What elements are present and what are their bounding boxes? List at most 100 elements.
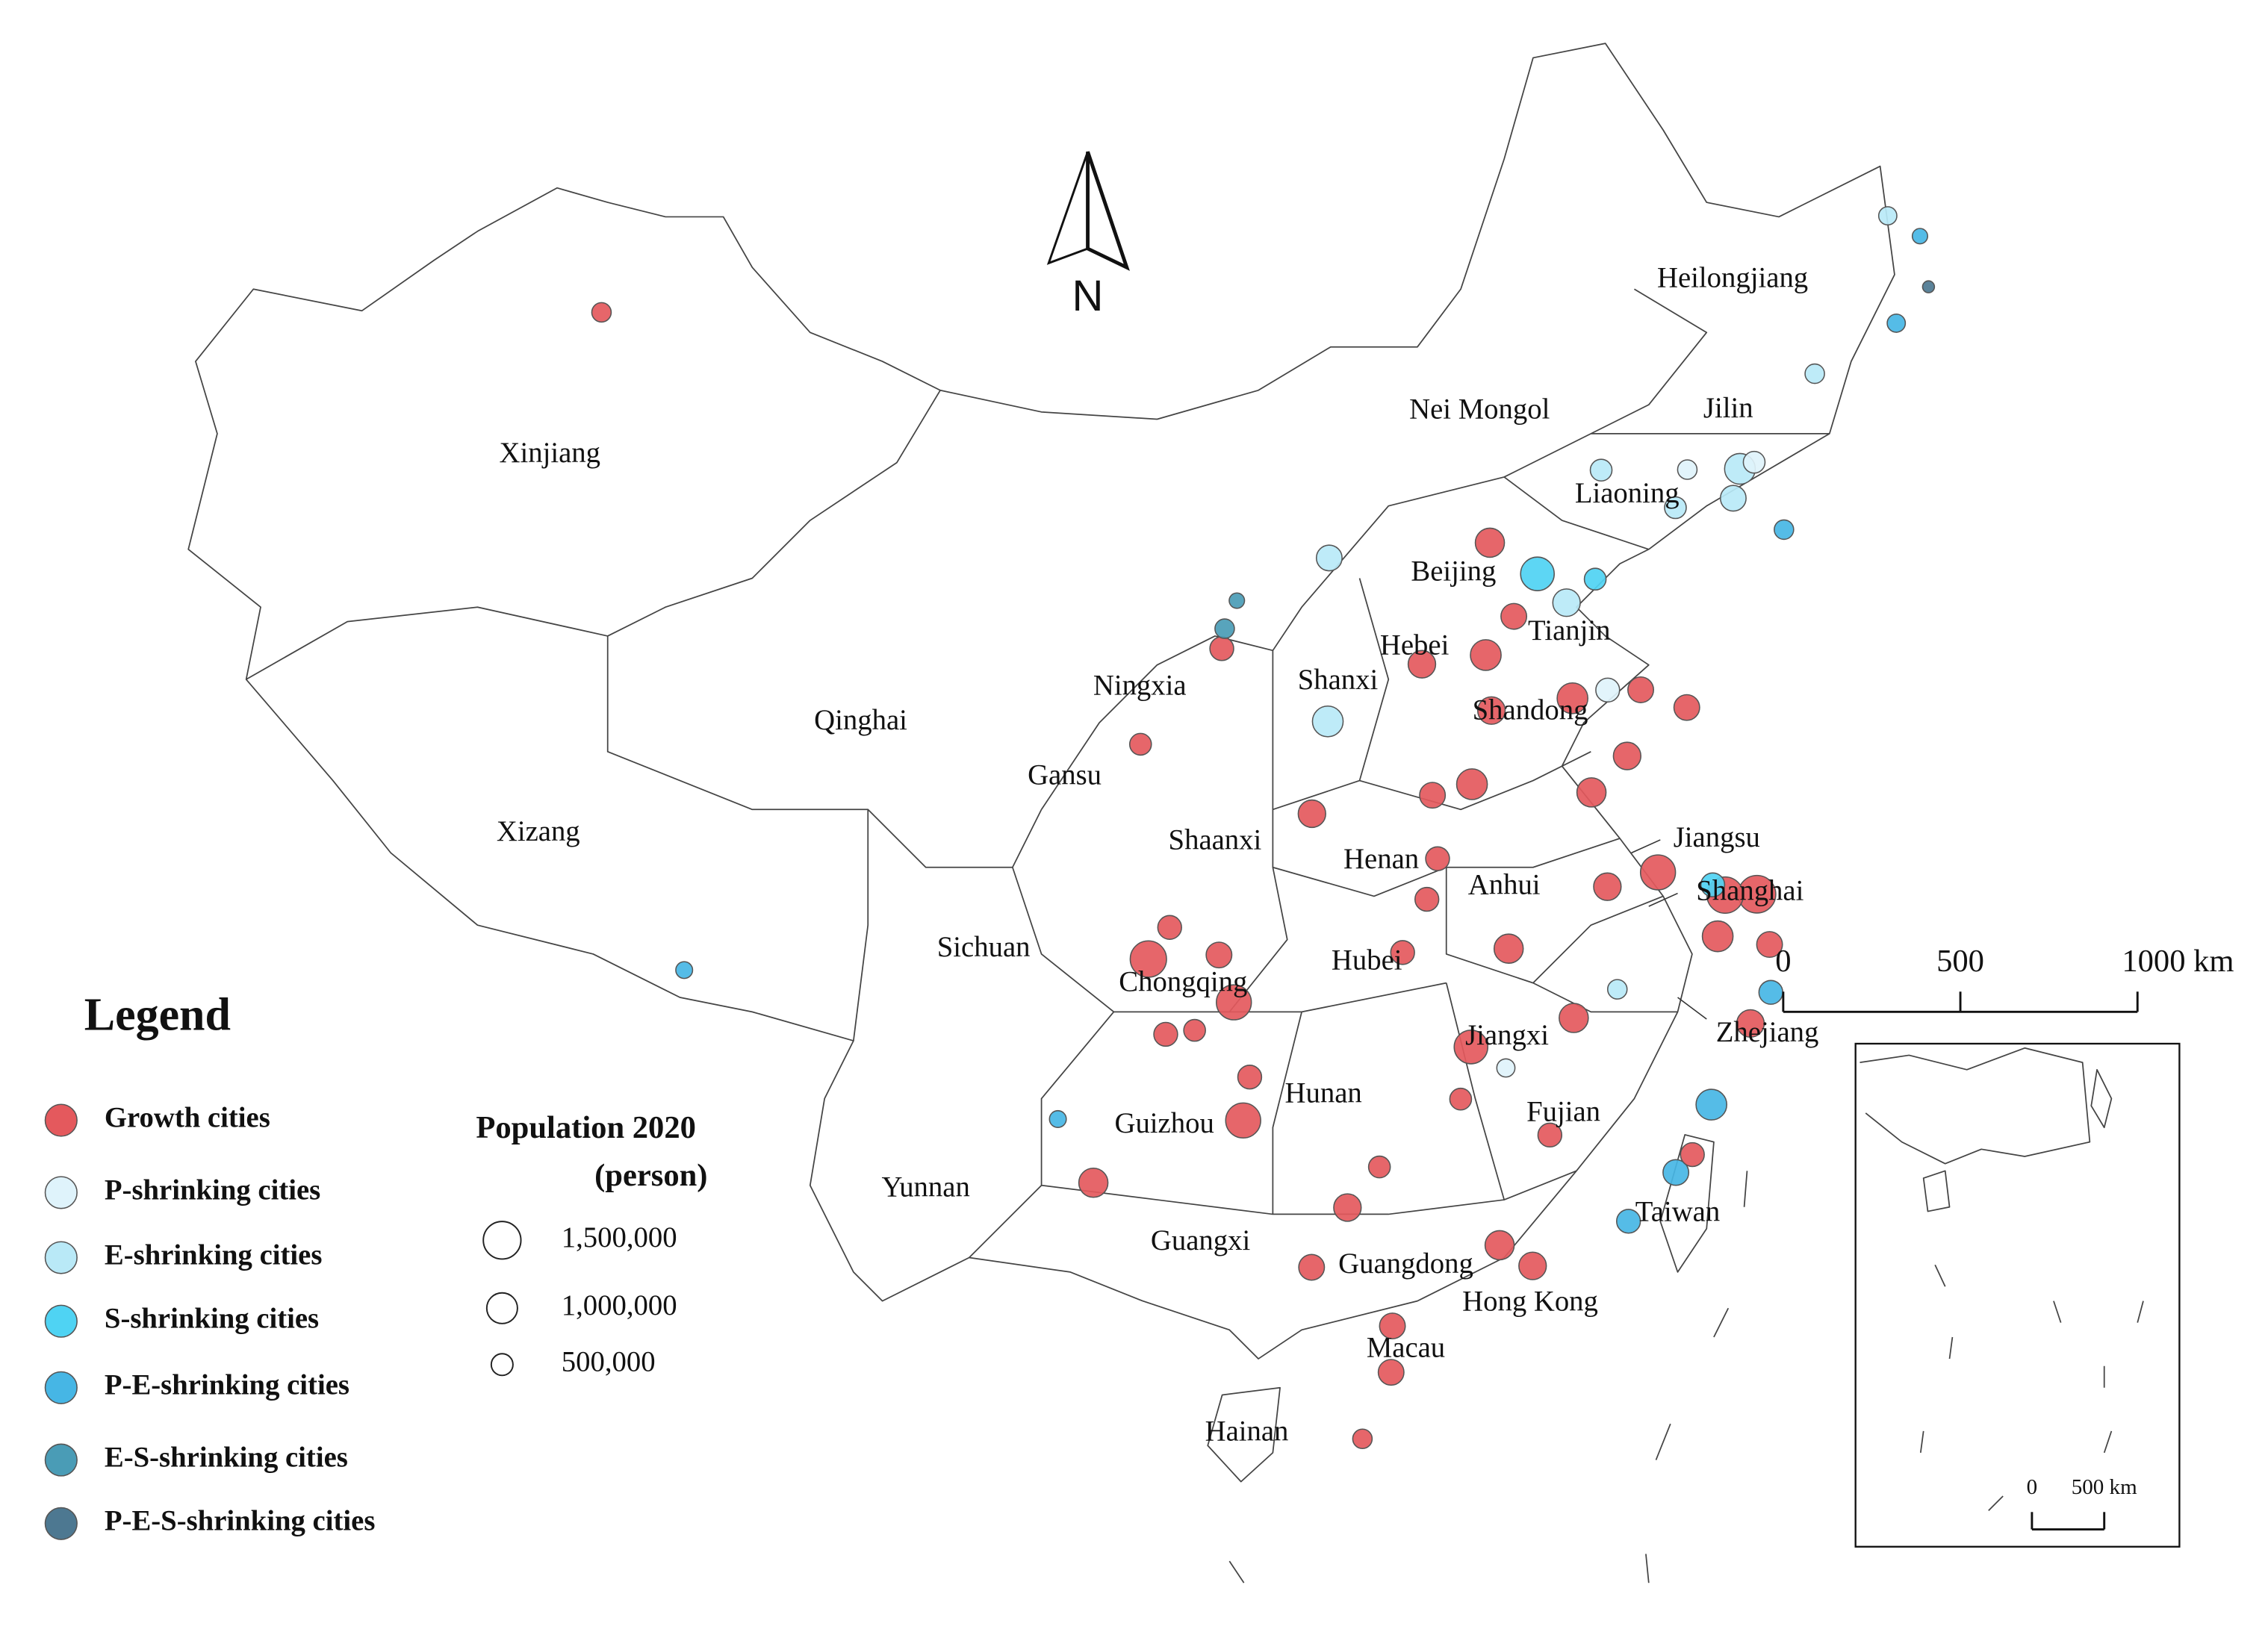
region-label: Shanxi (1298, 664, 1379, 696)
legend-label: P-shrinking cities (105, 1174, 320, 1206)
city (1205, 941, 1233, 969)
city (1595, 677, 1621, 703)
city (1662, 1159, 1690, 1186)
scale-label: 1000 km (2122, 944, 2234, 979)
city (1520, 556, 1555, 591)
region-label: Henan (1343, 843, 1419, 875)
region-label: Guangxi (1151, 1224, 1251, 1256)
region-label: Macau (1367, 1331, 1445, 1363)
city (1297, 799, 1326, 829)
inset-boundary (1919, 1264, 2144, 1511)
province-border (1503, 476, 1650, 550)
region-label: Zhejiang (1716, 1016, 1819, 1048)
city (1589, 458, 1613, 482)
legend-swatch (44, 1443, 78, 1477)
region-label: Liaoning (1575, 477, 1680, 509)
region-label: Hubei (1332, 944, 1402, 976)
size-legend-circle (490, 1353, 514, 1377)
city (1559, 1003, 1589, 1033)
region-label: Yunnan (882, 1171, 970, 1203)
city (1470, 639, 1502, 671)
city (1048, 1109, 1067, 1128)
region-label: Guizhou (1114, 1107, 1214, 1139)
legend-label: E-shrinking cities (105, 1239, 323, 1271)
city (1216, 984, 1252, 1021)
north-label: N (1072, 272, 1104, 320)
inset (1854, 1042, 2181, 1548)
legend-swatch (44, 1371, 78, 1404)
region-label: Shandong (1473, 694, 1588, 726)
city (1414, 886, 1440, 912)
region-label: Ningxia (1093, 670, 1187, 702)
city (1639, 854, 1677, 891)
city (1128, 732, 1152, 756)
city (1664, 496, 1687, 520)
city (1583, 567, 1607, 591)
city (1680, 1142, 1705, 1168)
region-label: Gansu (1028, 759, 1102, 791)
size-legend-circle (485, 1292, 518, 1324)
inset-coast (1860, 1047, 2113, 1212)
city (1758, 979, 1783, 1005)
city (1719, 485, 1747, 512)
island-taiwan (1659, 1134, 1715, 1273)
city (1701, 920, 1734, 953)
region-label: Guangdong (1338, 1248, 1473, 1280)
scale-label: 0 (2027, 1475, 2038, 1499)
legend-label: P-E-S-shrinking cities (105, 1505, 375, 1537)
city (1129, 940, 1167, 978)
region-label: Hebei (1380, 629, 1450, 661)
city (1377, 1359, 1405, 1386)
legend-label: P-E-shrinking cities (105, 1369, 349, 1401)
city (1390, 940, 1415, 965)
legend-swatch (44, 1304, 78, 1338)
city (1736, 1009, 1765, 1038)
city (1379, 1312, 1406, 1340)
region-label: Hong Kong (1462, 1285, 1598, 1317)
legend-label: Growth cities (105, 1101, 270, 1133)
city (1606, 979, 1628, 1000)
scale-label: 500 (1936, 944, 1984, 979)
legend-swatch (44, 1241, 78, 1274)
city (1886, 313, 1907, 333)
inset-frame (1854, 1042, 2181, 1548)
sea-boundary (1228, 1171, 1748, 1583)
city (1474, 527, 1506, 558)
city (1593, 872, 1622, 901)
city (1214, 618, 1235, 639)
region-label: Anhui (1468, 869, 1541, 901)
city (1209, 636, 1234, 661)
region-label: Jiangxi (1465, 1019, 1549, 1051)
city (1157, 915, 1182, 940)
city (675, 961, 694, 979)
city (1627, 676, 1654, 703)
city (1518, 1251, 1547, 1280)
city (1493, 933, 1524, 964)
city (1183, 1018, 1206, 1042)
legend-swatch (44, 1103, 78, 1137)
region-label: Sichuan (937, 931, 1031, 963)
size-legend-title: (person) (594, 1158, 707, 1193)
city (1425, 846, 1450, 871)
city (1612, 741, 1641, 770)
city (1225, 1102, 1261, 1139)
city (1500, 602, 1528, 630)
city (1453, 1030, 1489, 1065)
city (1556, 682, 1588, 714)
city (1496, 1058, 1516, 1078)
city (1367, 1155, 1391, 1179)
cities (591, 206, 1936, 1450)
region-label: Jilin (1703, 392, 1753, 424)
region-label: Qinghai (814, 704, 907, 736)
region-label: Tianjin (1528, 614, 1610, 647)
city (1455, 768, 1488, 800)
region-label: Shaanxi (1169, 824, 1262, 856)
city (1333, 1193, 1362, 1222)
city (1552, 588, 1581, 617)
city (1153, 1021, 1178, 1047)
city (1921, 280, 1936, 293)
city (1911, 228, 1929, 245)
region-label: Hunan (1285, 1077, 1362, 1109)
city (1315, 544, 1343, 572)
